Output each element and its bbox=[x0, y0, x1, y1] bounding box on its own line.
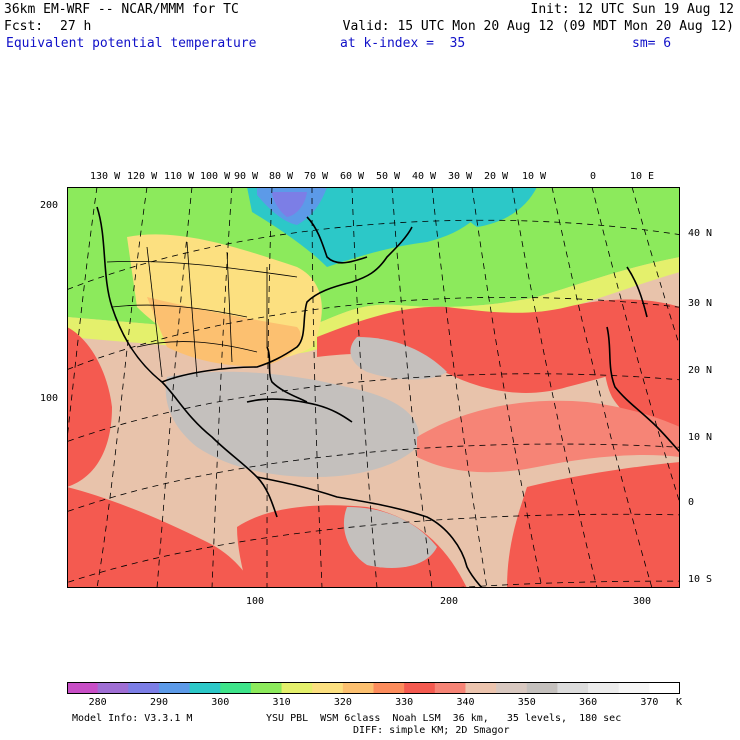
colorbar-swatch bbox=[404, 682, 436, 694]
colorbar-swatch bbox=[281, 682, 313, 694]
colorbar-label: 310 bbox=[272, 697, 291, 708]
pink-mid-atlantic bbox=[417, 400, 680, 473]
gray-mexico-caribbean bbox=[165, 371, 419, 477]
red-east-atlantic bbox=[507, 462, 680, 588]
longitude-label: 60 W bbox=[340, 171, 365, 182]
colorbar-label: 360 bbox=[579, 697, 598, 708]
labrador-cyan bbox=[447, 187, 537, 227]
colorbar-unit: K bbox=[676, 697, 683, 708]
longitude-label: 70 W bbox=[304, 171, 329, 182]
colorbar-swatch bbox=[588, 682, 620, 694]
model-title: 36km EM-WRF -- NCAR/MMM for TC bbox=[4, 2, 239, 17]
longitude-label: 130 W bbox=[90, 171, 121, 182]
colorbar-swatch bbox=[465, 682, 497, 694]
colorbar-label: 350 bbox=[517, 697, 536, 708]
smoothing-value: sm= 6 bbox=[632, 36, 672, 51]
diffusion-options: DIFF: simple KM; 2D Smagor bbox=[353, 725, 510, 736]
colorbar-swatch bbox=[67, 682, 99, 694]
longitude-label: 50 W bbox=[376, 171, 401, 182]
colorbar-swatch bbox=[189, 682, 221, 694]
colorbar-swatch bbox=[250, 682, 283, 694]
coastlines bbox=[96, 206, 680, 588]
colorbar-label: 370 bbox=[640, 697, 659, 708]
colorbar-label: 330 bbox=[395, 697, 414, 708]
forecast-label: Fcst: bbox=[4, 19, 44, 34]
red-west-coast bbox=[67, 327, 112, 487]
latitude-label: 30 N bbox=[688, 298, 713, 309]
colorbar-swatch bbox=[496, 682, 528, 694]
colorbar-swatch bbox=[158, 682, 191, 694]
longitude-label: 100 W bbox=[200, 171, 231, 182]
map-frame bbox=[67, 187, 680, 588]
colorbar-swatch bbox=[342, 682, 374, 694]
latitude-label: 20 N bbox=[688, 365, 713, 376]
colorbar-label: 280 bbox=[88, 697, 107, 708]
gray-atlantic-patch bbox=[350, 337, 447, 380]
longitude-label: 40 W bbox=[412, 171, 437, 182]
longitude-label: 30 W bbox=[448, 171, 473, 182]
latitude-label: 0 bbox=[688, 497, 695, 508]
physics-options: YSU PBL WSM 6class Noah LSM 36 km, 35 le… bbox=[266, 713, 622, 724]
graticule bbox=[67, 187, 680, 588]
us-land-orange bbox=[147, 297, 301, 367]
longitude-label: 0 bbox=[590, 171, 597, 182]
colorbar-swatch bbox=[434, 682, 466, 694]
theta-e-map bbox=[67, 187, 680, 588]
grid-y-label-100: 100 bbox=[40, 393, 59, 404]
colorbar-swatch bbox=[649, 682, 680, 694]
latitude-label: 40 N bbox=[688, 228, 713, 239]
longitude-label: 120 W bbox=[127, 171, 158, 182]
colorbar-swatch bbox=[526, 682, 558, 694]
latitude-label: 10 N bbox=[688, 432, 713, 443]
grid-x-label-100: 100 bbox=[246, 596, 265, 607]
colorbar-label: 300 bbox=[211, 697, 230, 708]
canada-violet bbox=[272, 192, 307, 217]
colorbar-label: 320 bbox=[333, 697, 352, 708]
red-africa bbox=[603, 318, 680, 447]
valid-time: Valid: 15 UTC Mon 20 Aug 12 (09 MDT Mon … bbox=[342, 19, 734, 34]
red-pacific bbox=[67, 487, 257, 588]
forecast-hour: 27 h bbox=[60, 19, 92, 34]
gray-south-america bbox=[343, 507, 437, 568]
colorbar-swatch bbox=[373, 682, 405, 694]
colorbar-label: 290 bbox=[149, 697, 168, 708]
longitude-label: 10 E bbox=[630, 171, 655, 182]
longitude-label: 110 W bbox=[164, 171, 195, 182]
init-time: Init: 12 UTC Sun 19 Aug 12 bbox=[530, 2, 735, 17]
level-index: at k-index = 35 bbox=[340, 36, 466, 51]
grid-x-label-200: 200 bbox=[440, 596, 459, 607]
colorbar bbox=[67, 682, 680, 694]
longitude-label: 20 W bbox=[484, 171, 509, 182]
longitude-label: 90 W bbox=[234, 171, 259, 182]
longitude-label: 10 W bbox=[522, 171, 547, 182]
colorbar-swatch bbox=[220, 682, 252, 694]
colorbar-label: 340 bbox=[456, 697, 475, 708]
grid-x-label-300: 300 bbox=[633, 596, 652, 607]
colorbar-swatch bbox=[128, 682, 160, 694]
model-info: Model Info: V3.3.1 M bbox=[72, 713, 193, 724]
grid-y-label-200: 200 bbox=[40, 200, 59, 211]
field-name: Equivalent potential temperature bbox=[6, 36, 257, 51]
colorbar-swatch bbox=[97, 682, 129, 694]
political-boundaries bbox=[106, 241, 298, 378]
longitude-label: 80 W bbox=[269, 171, 294, 182]
colorbar-swatch bbox=[312, 682, 344, 694]
northern-yellow-band bbox=[67, 257, 680, 357]
latitude-label: 10 S bbox=[688, 574, 713, 585]
colorbar-frame bbox=[67, 682, 680, 694]
red-atlantic-band bbox=[317, 299, 680, 393]
colorbar-swatch bbox=[557, 682, 589, 694]
colorbar-swatch bbox=[618, 682, 650, 694]
